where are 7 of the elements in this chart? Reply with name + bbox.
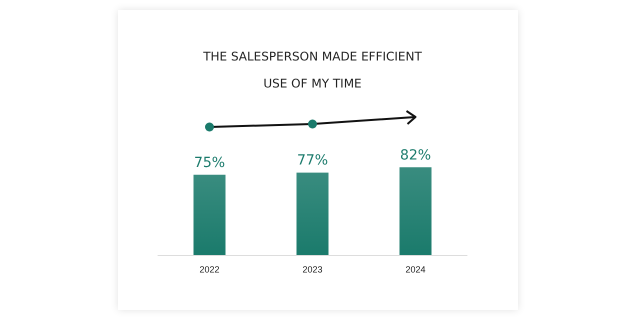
- x-tick-label: 2022: [199, 264, 220, 274]
- data-label: 75%: [194, 154, 226, 171]
- data-label: 77%: [296, 152, 328, 169]
- chart-title: THE SALESPERSON MADE EFFICIENT USE OF MY TIME: [202, 50, 422, 90]
- x-tick-label: 2024: [405, 264, 426, 274]
- data-label: 82%: [400, 147, 432, 164]
- x-tick-label: 2023: [302, 264, 323, 274]
